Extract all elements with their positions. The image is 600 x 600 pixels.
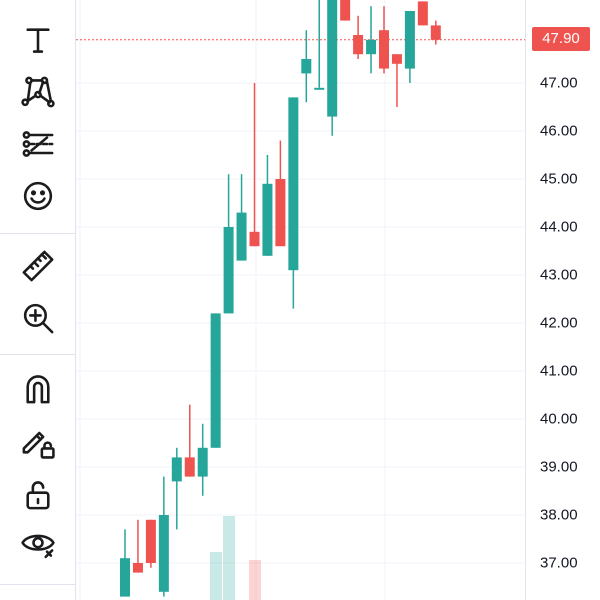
volume-bar — [210, 552, 222, 600]
candle-body — [210, 313, 221, 448]
candle-body — [171, 457, 182, 482]
candlestick-chart[interactable] — [76, 0, 525, 600]
candle-body — [262, 183, 273, 256]
volume-bar — [223, 516, 235, 600]
text-tool-icon[interactable] — [14, 20, 62, 60]
toolbar-divider — [0, 354, 75, 355]
toolbar-divider — [0, 233, 75, 234]
lock-drawing-icon[interactable] — [14, 422, 62, 462]
price-tick-label: 39.00 — [540, 458, 578, 476]
price-tick-label: 44.00 — [540, 218, 578, 236]
prediction-tool-icon[interactable] — [14, 124, 62, 164]
candle-body — [314, 87, 325, 90]
candle-body — [391, 54, 402, 64]
price-axis[interactable]: 47.90 47.00 46.00 45.00 44.00 43.00 42.00 41.0… — [525, 0, 600, 600]
candle-body — [275, 179, 286, 247]
price-tick-label: 47.00 — [540, 74, 578, 92]
eye-icon[interactable] — [14, 524, 62, 564]
toolbar-border — [75, 0, 76, 600]
price-tick-label: 46.00 — [540, 122, 578, 140]
candle-body — [236, 212, 247, 261]
candle-body — [197, 447, 208, 477]
toolbar-divider — [0, 584, 75, 585]
candle-body — [430, 25, 441, 40]
candle-body — [379, 30, 389, 69]
price-tick-label: 37.00 — [540, 554, 578, 572]
magnet-icon[interactable] — [14, 368, 62, 408]
candle-body — [404, 11, 415, 69]
candle-body — [184, 457, 195, 477]
candle-body — [301, 59, 312, 74]
candle-body — [223, 227, 234, 314]
price-tick-label: 43.00 — [540, 266, 578, 284]
candle-body — [145, 519, 156, 563]
current-price-label: 47.90 — [532, 27, 590, 51]
price-tick-label: 38.00 — [540, 506, 578, 524]
candle-body — [327, 0, 338, 117]
candle-body — [288, 97, 299, 271]
candle-body — [366, 39, 377, 55]
price-tick-label: 41.00 — [540, 362, 578, 380]
price-tick-label: 42.00 — [540, 314, 578, 332]
drawing-toolbar — [0, 0, 75, 600]
candle-body — [249, 231, 260, 247]
candle-body — [158, 515, 169, 592]
candle-body — [120, 558, 130, 597]
pattern-tool-icon[interactable] — [14, 72, 62, 112]
candle-body — [417, 1, 428, 26]
emoji-icon[interactable] — [14, 176, 62, 216]
ruler-icon[interactable] — [14, 246, 62, 286]
price-tick-label: 45.00 — [540, 170, 578, 188]
candle-body — [132, 563, 143, 573]
price-tick-label: 40.00 — [540, 410, 578, 428]
candle-body — [353, 35, 364, 55]
zoom-in-icon[interactable] — [14, 298, 62, 338]
unlock-icon[interactable] — [14, 474, 62, 514]
candle-body — [340, 0, 351, 21]
volume-bar — [249, 560, 261, 600]
